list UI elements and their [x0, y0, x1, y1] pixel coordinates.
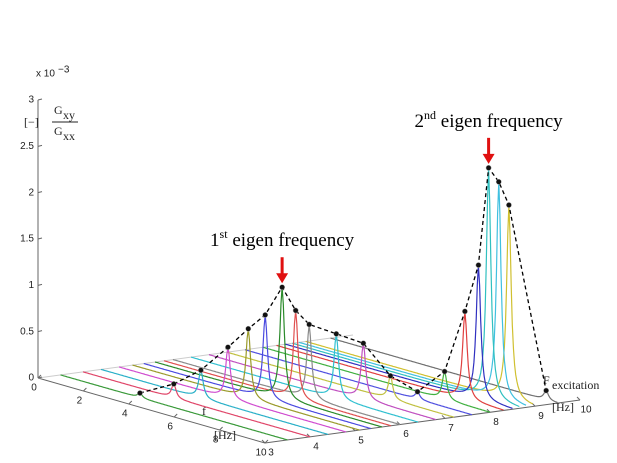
response-curve	[285, 265, 513, 409]
x-tick	[83, 387, 87, 392]
z-tick-label: 0	[28, 373, 34, 384]
envelope-point	[225, 344, 231, 351]
back-edge	[37, 334, 354, 379]
z-tick-label: 1	[28, 280, 34, 291]
response-curve	[298, 181, 527, 406]
y-tick-label: 10	[580, 405, 592, 416]
z-multiplier-exp: −3	[58, 65, 70, 76]
x-tick	[219, 426, 223, 431]
response-curve	[154, 287, 383, 428]
x-tick	[128, 400, 133, 405]
z-tick-label: 1.5	[20, 234, 34, 245]
response-curve	[305, 204, 534, 405]
x-tick-label: 8	[213, 435, 219, 446]
envelope-point	[543, 387, 550, 394]
annotation-text: eigen frequency	[228, 231, 355, 252]
envelope-point	[485, 165, 492, 171]
z-tick-label: 2	[28, 187, 34, 198]
y-label: F	[543, 373, 550, 387]
annotation-sup: st	[220, 227, 229, 241]
envelope-point	[387, 372, 394, 379]
response-curve	[132, 328, 360, 431]
response-curve	[292, 167, 520, 408]
y-label-sub: excitation	[552, 378, 599, 392]
annotation-number: 2	[415, 111, 425, 132]
envelope	[139, 166, 547, 394]
arrow-head	[276, 273, 289, 284]
x-tick-label: 6	[167, 422, 173, 433]
z-label-den-sub: xx	[63, 129, 75, 143]
envelope-point	[262, 312, 269, 318]
envelope-point	[360, 340, 367, 347]
envelope-point	[475, 262, 482, 268]
response-curve	[262, 346, 491, 413]
annotation: 2nd eigen frequency	[415, 108, 564, 133]
x-unit: [Hz]	[214, 428, 236, 442]
envelope-point	[441, 368, 448, 375]
response-curve	[208, 343, 437, 421]
x-tick-label: 10	[255, 448, 267, 459]
envelope-point	[414, 388, 421, 395]
z-tick	[37, 237, 43, 240]
y-tick-label: 4	[313, 441, 319, 452]
envelope-point	[333, 330, 340, 337]
envelope-point	[198, 367, 204, 374]
annotation-text: eigen frequency	[436, 111, 563, 132]
x-tick	[173, 413, 178, 418]
response-curve	[82, 371, 311, 438]
annotation: 1st eigen frequency	[210, 227, 355, 252]
envelope-point	[137, 390, 143, 396]
z-tick-label: 0.5	[20, 326, 34, 337]
envelope-point	[170, 381, 177, 387]
z-tick	[37, 283, 43, 286]
z-tick-label: 2.5	[20, 141, 34, 152]
x-tick	[37, 374, 42, 379]
z-tick	[37, 98, 43, 101]
x-tick-label: 0	[31, 383, 37, 394]
envelope-point	[495, 178, 502, 185]
y-tick-label: 9	[538, 411, 544, 422]
envelope-point	[462, 308, 468, 315]
envelope-point	[292, 307, 299, 314]
response-curve	[226, 351, 455, 418]
x-tick-label: 2	[77, 396, 83, 407]
envelope-point	[245, 325, 252, 332]
y-axis	[264, 399, 581, 444]
x-label: f	[202, 404, 206, 418]
envelope-point	[506, 202, 512, 208]
z-unit: [−]	[24, 115, 39, 129]
envelope-point	[306, 321, 313, 328]
y-tick	[261, 439, 266, 444]
y-tick-label: 8	[493, 417, 499, 428]
arrow-head	[482, 153, 495, 164]
response-curve	[172, 324, 401, 426]
y-tick	[441, 415, 446, 419]
x-tick-label: 4	[122, 409, 128, 420]
annotation-number: 1	[210, 231, 220, 252]
z-label-num: G	[54, 103, 63, 117]
response-curve	[143, 314, 371, 430]
z-tick	[37, 330, 43, 333]
y-unit: [Hz]	[552, 400, 574, 414]
response-curve	[100, 367, 329, 435]
z-label-num-sub: xy	[63, 108, 75, 122]
y-tick-label: 7	[448, 423, 454, 434]
envelope-point	[279, 284, 285, 291]
z-tick	[37, 191, 43, 194]
response-curve	[190, 333, 419, 423]
response-curve	[60, 374, 288, 441]
y-tick-label: 6	[403, 429, 409, 440]
annotation-sup: nd	[424, 108, 436, 122]
y-tick-label: 3	[268, 448, 274, 459]
z-tick	[37, 144, 43, 147]
y-tick	[576, 396, 581, 401]
x-axis	[37, 377, 266, 444]
y-tick-label: 5	[358, 435, 364, 446]
response-curve	[118, 347, 347, 433]
z-label-den: G	[54, 124, 63, 138]
z-tick-label: 3	[28, 95, 34, 106]
z-multiplier: x 10	[36, 69, 55, 80]
x-tick	[264, 439, 269, 444]
